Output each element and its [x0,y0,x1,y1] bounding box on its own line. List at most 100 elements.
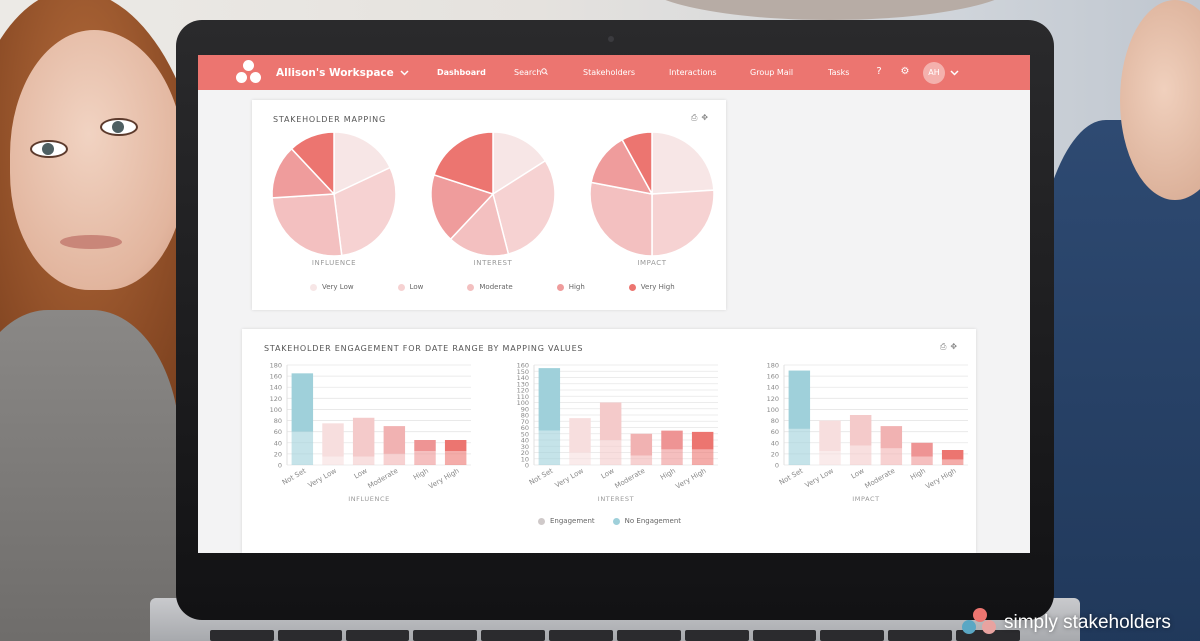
y-tick-label: 130 [517,380,529,388]
y-tick-label: 80 [521,412,529,420]
avatar[interactable]: AH [923,62,945,84]
pie-slice-very-high[interactable] [433,131,494,196]
bar-engagement[interactable] [661,449,683,465]
pie-slice-moderate[interactable] [589,181,653,257]
y-tick-label: 110 [517,393,529,401]
y-tick-label: 20 [274,450,282,458]
bar-no-engagement[interactable] [630,433,653,456]
y-tick-label: 160 [270,373,282,381]
expand-icon[interactable]: ✥ [950,342,962,351]
gear-icon[interactable]: ⚙ [900,66,910,77]
bar-engagement[interactable] [538,430,561,465]
bar-engagement[interactable] [352,456,375,465]
bar-engagement[interactable] [383,453,406,465]
pie-slice-very-low[interactable] [333,131,392,196]
pie-slice-low[interactable] [492,159,556,255]
pie-slice-moderate[interactable] [449,192,510,257]
x-tick-label: Moderate [366,467,399,491]
man-head [1120,0,1200,200]
lips [60,235,122,249]
y-tick-label: 20 [771,450,779,458]
bar-no-engagement[interactable] [291,373,314,432]
legend-item-engagement: Engagement [538,517,595,525]
legend-item-high: High [556,283,585,291]
bar-no-engagement[interactable] [352,417,375,457]
bar-engagement[interactable] [630,455,653,465]
bar-engagement[interactable] [444,451,467,465]
bar-no-engagement[interactable] [911,442,933,457]
bar-engagement[interactable] [819,451,841,465]
bar-no-engagement[interactable] [322,423,344,457]
bar-engagement[interactable] [599,440,622,465]
y-tick-label: 160 [517,362,529,370]
nav-group-mail[interactable]: Group Mail [750,68,794,77]
pie-slice-very-low[interactable] [492,131,547,196]
print-icon[interactable]: ⎙ [691,113,702,122]
bar-no-engagement[interactable] [538,368,561,431]
bar-engagement[interactable] [911,456,933,465]
y-tick-label: 180 [767,362,779,370]
bar-no-engagement[interactable] [599,402,622,441]
nav-search[interactable]: Search [514,68,549,77]
pie-slice-high[interactable] [271,147,336,199]
bar-engagement[interactable] [414,451,436,465]
x-tick-label: Moderate [613,467,646,491]
expand-icon[interactable]: ✥ [701,113,713,122]
bar-engagement[interactable] [880,448,903,465]
pie-slice-very-low[interactable] [651,131,715,195]
pie-slice-low[interactable] [333,166,397,257]
y-tick-label: 30 [521,443,529,451]
nav-interactions[interactable]: Interactions [669,68,717,77]
pie-slice-high[interactable] [430,173,495,241]
bar-no-engagement[interactable] [444,440,467,452]
engagement-panel: STAKEHOLDER ENGAGEMENT FOR DATE RANGE BY… [242,329,976,553]
bar-engagement[interactable] [322,456,344,465]
y-tick-label: 80 [771,417,779,425]
pie-slice-low[interactable] [651,189,715,257]
bar-no-engagement[interactable] [414,440,436,452]
y-tick-label: 0 [775,462,779,470]
y-tick-label: 100 [517,399,529,407]
bar-no-engagement[interactable] [880,426,903,449]
x-tick-label: Low [600,467,616,481]
y-tick-label: 140 [767,384,779,392]
pie-slice-very-high[interactable] [290,131,335,196]
bar-no-engagement[interactable] [383,426,406,454]
workspace-switcher[interactable]: Allison's Workspace [276,67,409,79]
bar-engagement[interactable] [291,431,314,465]
legend-item-very-low: Very Low [310,283,354,291]
bar-no-engagement[interactable] [819,420,841,452]
pie-slice-moderate[interactable] [271,193,343,257]
bar-engagement[interactable] [788,428,811,465]
sweater [0,310,180,641]
y-tick-label: 150 [517,368,529,376]
y-tick-label: 40 [521,437,529,445]
chevron-down-icon[interactable] [950,70,959,76]
nav-dashboard[interactable]: Dashboard [437,68,486,77]
bar-no-engagement[interactable] [941,450,964,460]
pie-label: INTEREST [474,259,513,267]
bar-engagement[interactable] [941,459,964,465]
bar-no-engagement[interactable] [788,370,811,429]
y-tick-label: 80 [274,417,282,425]
stakeholder-mapping-panel: STAKEHOLDER MAPPING ⎙✥ INFLUENCE INTEREST… [252,100,726,310]
bar-no-engagement[interactable] [691,431,714,450]
brand-logo-icon [962,608,998,638]
print-icon[interactable]: ⎙ [940,342,951,351]
bar-legend: Engagement No Engagement [538,517,681,525]
bar-no-engagement[interactable] [849,415,872,446]
pie-slice-high[interactable] [590,138,654,196]
y-tick-label: 60 [771,428,779,436]
bar-engagement[interactable] [849,445,872,465]
x-tick-label: Very Low [804,467,836,490]
help-icon[interactable]: ? [876,66,882,77]
bar-no-engagement[interactable] [569,418,591,453]
bar-no-engagement[interactable] [661,430,683,450]
pie-slice-very-high[interactable] [621,131,653,195]
bar-engagement[interactable] [569,452,591,466]
nav-tasks[interactable]: Tasks [828,68,850,77]
app-logo-icon[interactable] [236,59,262,86]
nav-stakeholders[interactable]: Stakeholders [583,68,636,77]
bar-engagement[interactable] [691,449,714,465]
